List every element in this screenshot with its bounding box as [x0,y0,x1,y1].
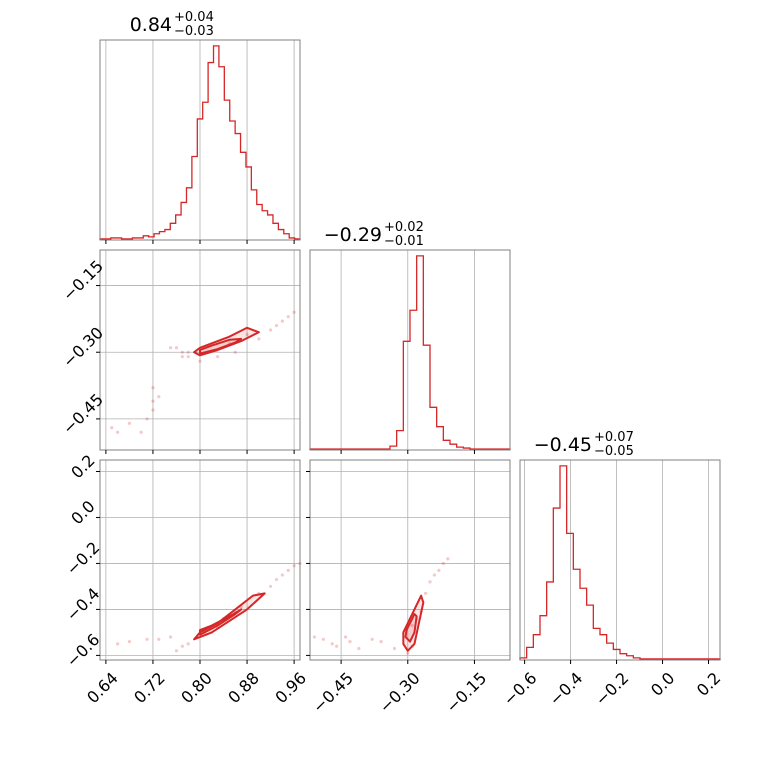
scatter-point [216,355,220,359]
scatter-point [423,591,428,595]
scatter-point [151,386,155,390]
scatter-point [406,651,410,655]
scatter-point [286,315,290,319]
scatter-point [157,395,161,399]
text-layer: 0.84 +0.04−0.03−0.29 +0.02−0.01−0.45 +0.07−… [59,10,724,717]
scatter-point [116,642,120,646]
scatter-point [145,417,149,421]
scatter-point [168,346,173,350]
scatter-point [157,637,161,641]
pair-panel-frame [309,459,511,661]
scatter-point [410,623,414,628]
data-layer [99,45,721,660]
scatter-point [245,332,249,337]
param-title-minus: −0.01 [384,234,424,249]
contour-level-2 [404,613,418,643]
param-title-plus: +0.07 [594,430,634,445]
contour-level-1 [402,594,425,652]
y-tick-label: −0.2 [63,538,104,579]
scatter-point [280,573,284,577]
scatter-point [441,561,445,566]
diag-panel-frame [309,249,511,451]
scatter-point [186,355,190,359]
scatter-point [274,323,279,328]
y-tick-label: −0.6 [63,630,104,671]
scatter-point [432,573,437,577]
x-tick-label: −0.45 [309,668,357,716]
x-tick-label: 0.0 [647,668,678,699]
contour-level-2 [199,608,243,636]
scatter-point [127,421,132,425]
x-tick-label: 0.64 [83,668,122,707]
histogram-2 [309,255,511,450]
x-tick-label: 0.2 [693,668,724,699]
frame-layer [96,39,721,664]
scatter-point [428,580,432,584]
param-title-plus: +0.04 [174,10,214,25]
y-tick-label: 0.2 [67,451,98,482]
scatter-point [174,346,179,350]
x-tick-label: 0.88 [224,668,263,707]
scatter-point [180,644,184,648]
param-title-3: −0.45 [534,434,592,456]
scatter-point [348,640,352,644]
scatter-point [280,319,284,323]
param-title-2: −0.29 [324,224,382,246]
scatter-point [343,635,348,639]
scatter-point [274,577,279,582]
scatter-point [357,646,361,651]
scatter-point [437,568,441,572]
x-tick-label: 0.80 [177,668,216,707]
scatter-point [168,635,173,639]
scatter-point [186,350,190,354]
param-title-plus: +0.02 [384,220,424,235]
grid-layer [100,40,709,660]
histogram-1 [99,45,301,240]
x-tick-label: −0.4 [546,668,587,709]
scatter-point [127,640,132,644]
x-tick-label: −0.2 [592,668,633,709]
scatter-point [292,310,296,314]
scatter-point [180,350,184,354]
param-title-1: 0.84 [130,14,172,36]
x-tick-label: −0.6 [500,668,541,709]
scatter-point [321,637,325,641]
scatter-point [174,649,179,653]
diag-panel-frame [519,459,721,661]
scatter-point [286,568,290,572]
x-tick-label: 0.72 [130,668,169,707]
scatter-point [110,426,114,430]
scatter-point [151,408,155,412]
y-tick-label: −0.4 [63,584,104,625]
x-tick-label: −0.15 [442,668,490,716]
scatter-point [446,557,450,561]
scatter-point [335,644,339,648]
scatter-point [268,328,273,332]
scatter-point [186,642,190,646]
x-tick-label: −0.30 [376,668,424,716]
scatter-point [198,359,202,363]
scatter-point [312,635,317,639]
contour-level-2 [199,337,243,355]
scatter-point [268,584,273,589]
scatter-point [145,637,149,641]
scatter-point [116,430,120,434]
scatter-point [370,637,374,641]
scatter-point [292,564,296,568]
scatter-point [330,642,334,646]
scatter-point [379,640,383,644]
scatter-point [180,355,184,359]
y-tick-label: 0.0 [67,497,98,528]
scatter-point [151,399,155,403]
histogram-3 [519,465,721,660]
scatter-point [139,430,143,434]
x-tick-label: 0.96 [271,668,310,707]
scatter-point [257,337,261,341]
param-title-minus: −0.05 [594,444,634,459]
scatter-point [233,350,237,354]
scatter-point [392,646,397,651]
param-title-minus: −0.03 [174,24,214,39]
